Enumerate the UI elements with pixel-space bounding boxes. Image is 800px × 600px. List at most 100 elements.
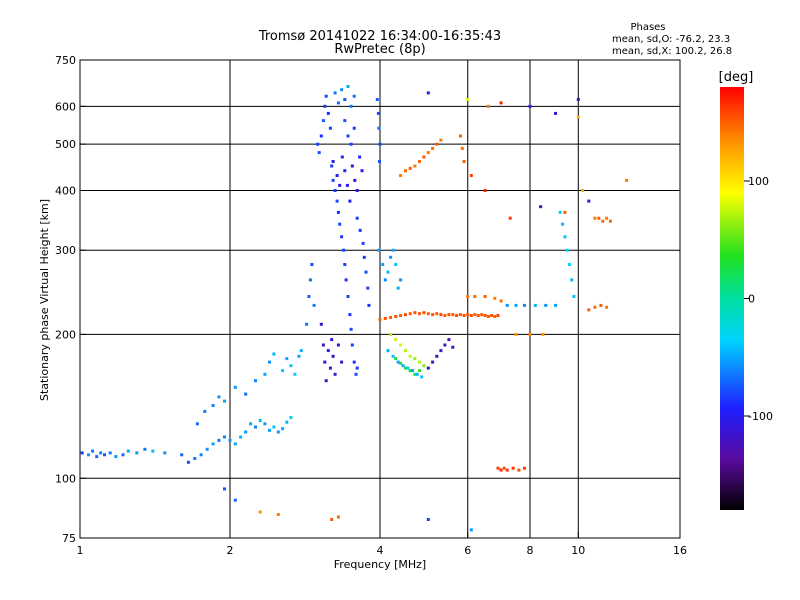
data-point <box>345 183 349 187</box>
data-point <box>348 199 352 203</box>
data-point <box>435 142 439 146</box>
data-point <box>193 457 197 460</box>
data-point <box>418 312 421 316</box>
data-point <box>217 395 221 399</box>
data-point <box>399 278 403 282</box>
data-point <box>466 98 470 101</box>
data-point <box>458 313 462 317</box>
data-point <box>330 338 334 342</box>
data-point <box>346 295 350 298</box>
data-point <box>324 94 328 98</box>
data-point <box>404 313 407 317</box>
data-point <box>422 311 426 315</box>
data-point <box>366 286 370 290</box>
data-point <box>455 314 459 317</box>
data-point <box>458 134 462 138</box>
data-point <box>399 174 403 177</box>
y-tick-label: 75 <box>62 532 76 545</box>
data-point <box>223 399 226 403</box>
data-point <box>443 343 447 347</box>
data-point <box>326 349 330 353</box>
data-point <box>349 142 353 146</box>
data-point <box>203 409 207 413</box>
data-point <box>349 327 353 331</box>
data-point <box>330 164 334 168</box>
data-point <box>396 360 400 364</box>
data-point <box>541 332 545 336</box>
data-point <box>378 142 382 146</box>
data-point <box>352 360 356 364</box>
data-point <box>420 375 424 379</box>
data-point <box>91 449 95 453</box>
data-point <box>338 183 342 187</box>
data-point <box>163 451 167 455</box>
data-point <box>336 210 340 214</box>
data-point <box>587 308 591 312</box>
data-point <box>223 435 226 439</box>
data-point <box>358 155 362 159</box>
data-point <box>502 466 506 470</box>
data-point <box>396 286 400 290</box>
data-point <box>378 160 381 163</box>
data-point <box>426 151 430 155</box>
data-point <box>399 343 403 347</box>
data-point <box>483 295 487 298</box>
data-point <box>310 263 314 266</box>
data-point <box>418 369 421 373</box>
colorbar <box>720 87 744 510</box>
data-point <box>324 379 328 383</box>
data-point <box>451 313 455 317</box>
data-point <box>328 126 332 130</box>
data-point <box>439 138 443 142</box>
data-point <box>350 164 354 168</box>
data-point <box>523 303 526 307</box>
data-point <box>389 332 393 336</box>
data-point <box>514 332 518 336</box>
data-point <box>505 468 509 472</box>
data-point <box>121 453 125 457</box>
data-point <box>605 305 609 309</box>
data-point <box>352 94 356 98</box>
data-point <box>404 349 407 353</box>
data-point <box>233 498 237 502</box>
data-point <box>323 360 327 364</box>
data-point <box>355 366 359 370</box>
data-point <box>326 111 330 115</box>
data-point <box>399 361 403 365</box>
data-point <box>343 169 347 173</box>
data-point <box>217 438 221 442</box>
data-point <box>195 422 199 426</box>
data-point <box>493 315 497 318</box>
x-tick-label: 1 <box>77 544 84 557</box>
colorbar-tick-label: -100 <box>748 410 773 423</box>
chart-subtitle: RwPretec (8p) <box>334 42 425 57</box>
data-point <box>367 303 371 307</box>
x-tick-label: 10 <box>571 544 585 557</box>
data-point <box>299 349 303 353</box>
data-point <box>505 303 509 307</box>
data-point <box>211 404 215 407</box>
data-point <box>186 460 190 464</box>
data-point <box>608 219 612 223</box>
data-point <box>480 313 484 317</box>
data-point <box>605 216 609 220</box>
data-point <box>340 360 344 364</box>
data-point <box>404 169 407 173</box>
data-point <box>268 360 271 364</box>
data-point <box>581 189 585 192</box>
data-point <box>228 438 232 442</box>
data-point <box>413 311 417 315</box>
y-tick-label: 200 <box>55 328 76 341</box>
data-point <box>263 422 267 426</box>
data-point <box>587 199 591 203</box>
data-point <box>391 248 395 252</box>
data-point <box>570 278 574 282</box>
data-point <box>254 425 257 429</box>
data-point <box>394 315 398 318</box>
data-point <box>360 169 364 173</box>
data-point <box>439 349 443 353</box>
data-point <box>413 372 417 376</box>
data-point <box>333 189 337 192</box>
data-point <box>233 442 237 446</box>
data-point <box>205 447 209 451</box>
